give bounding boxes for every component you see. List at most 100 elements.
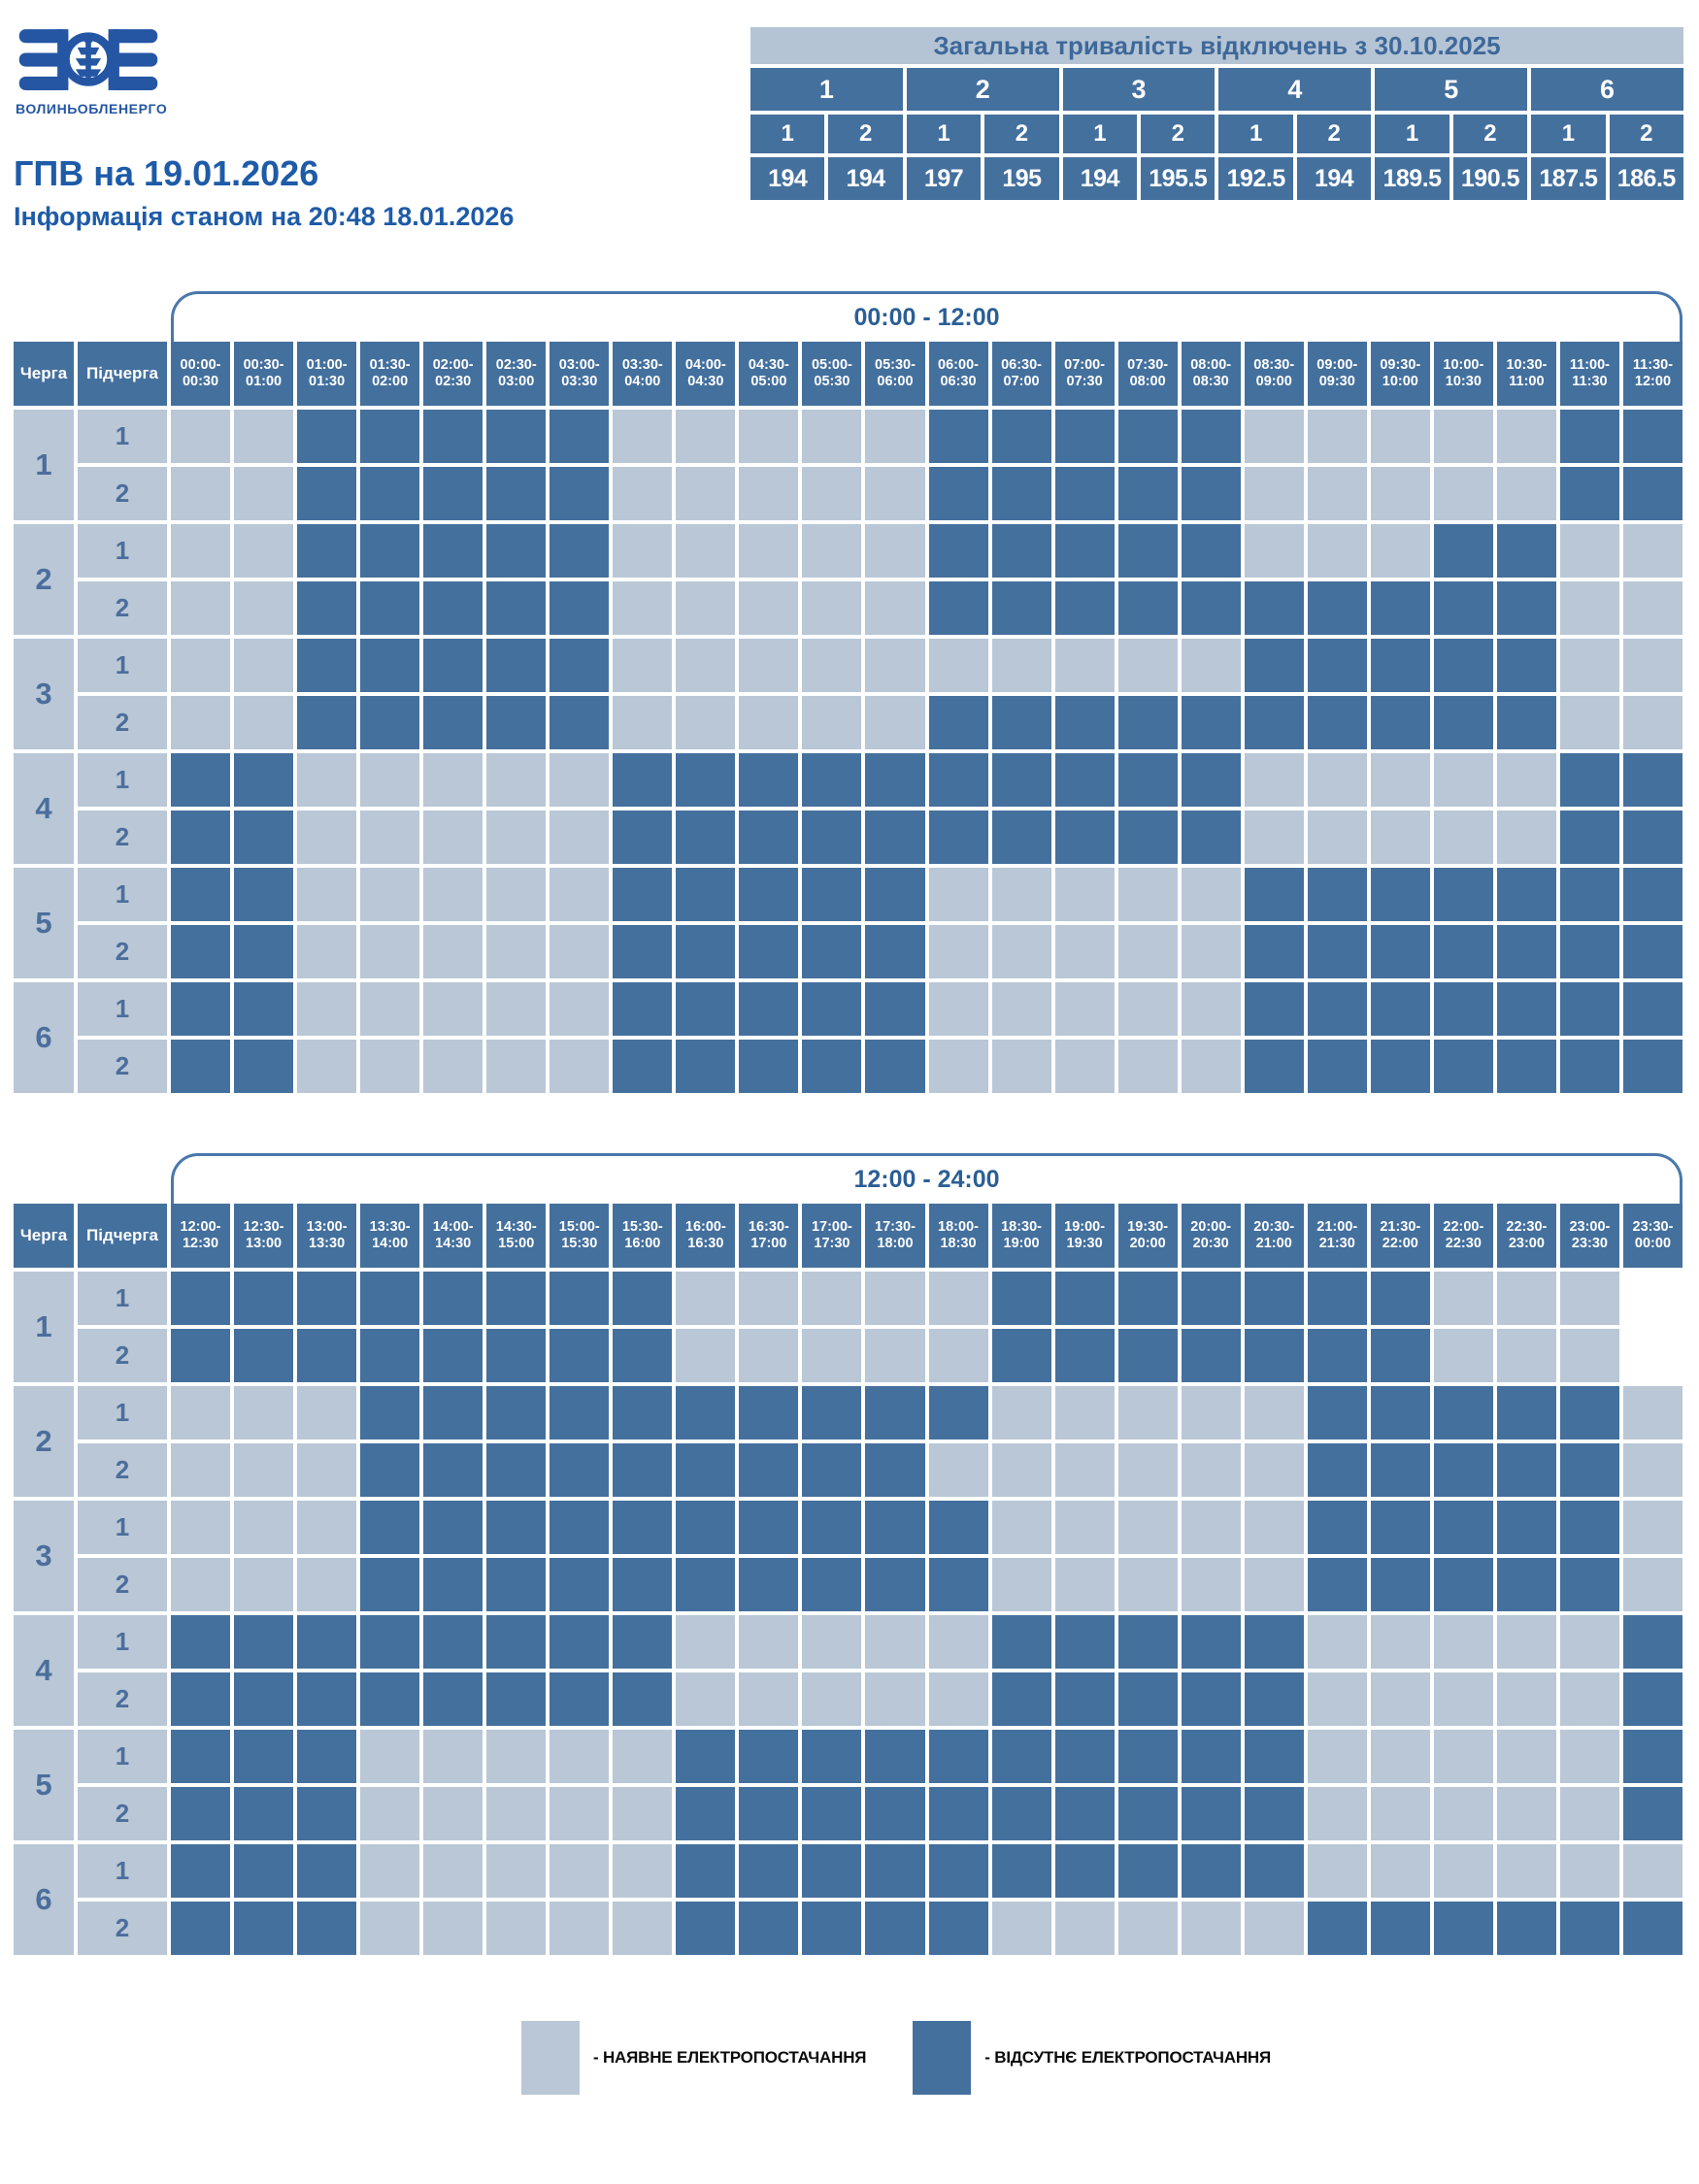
slot-cell: [865, 1730, 925, 1783]
subqueue-label: 2: [78, 581, 167, 635]
slot-cell: [486, 1386, 547, 1439]
company-logo: ВОЛИНЬОБЛЕНЕРГО: [16, 23, 239, 116]
totals-subqueue-header: 2: [1609, 115, 1683, 153]
time-column-header: 07:30- 08:00: [1117, 342, 1178, 406]
slot-cell: [486, 753, 547, 807]
slot-cell: [1433, 1329, 1493, 1382]
slot-cell: [1307, 524, 1367, 578]
slot-cell: [1307, 696, 1367, 749]
slot-cell: [423, 1672, 483, 1726]
slot-cell: [865, 1386, 925, 1439]
time-column-header: 21:00- 21:30: [1307, 1204, 1367, 1268]
slot-cell: [1559, 1615, 1619, 1669]
slot-cell: [234, 581, 294, 635]
slot-cell: [1307, 982, 1367, 1036]
slot-cell: [1117, 1329, 1178, 1382]
slot-cell: [1433, 982, 1493, 1036]
slot-cell: [991, 868, 1051, 921]
slot-cell: [297, 1501, 357, 1554]
slot-cell: [1433, 1386, 1493, 1439]
slot-cell: [1370, 811, 1430, 864]
slot-cell: [1181, 696, 1241, 749]
slot-cell: [1307, 1672, 1367, 1726]
slot-cell: [550, 1501, 610, 1554]
slot-cell: [613, 1386, 673, 1439]
slot-cell: [1559, 1787, 1619, 1840]
slot-cell: [423, 696, 483, 749]
slot-cell: [1181, 467, 1241, 520]
slot-cell: [1496, 811, 1556, 864]
queue-label: 5: [14, 868, 74, 978]
slot-cell: [1244, 1329, 1304, 1382]
slot-cell: [1054, 639, 1115, 692]
slot-cell: [1181, 982, 1241, 1036]
slot-cell: [486, 1443, 547, 1497]
slot-cell: [928, 1902, 988, 1955]
slot-cell: [1307, 1787, 1367, 1840]
slot-cell: [1370, 1501, 1430, 1554]
slot-cell: [360, 1501, 420, 1554]
slot-cell: [865, 1443, 925, 1497]
slot-cell: [550, 1787, 610, 1840]
totals-hours-value: 190.5: [1452, 157, 1528, 200]
slot-cell: [423, 982, 483, 1036]
slot-cell: [1244, 639, 1304, 692]
totals-subqueue-header: 2: [984, 115, 1059, 153]
slot-cell: [550, 410, 610, 463]
slot-cell: [1622, 1844, 1682, 1898]
slot-cell: [1559, 1386, 1619, 1439]
slot-cell: [1433, 868, 1493, 921]
slot-cell: [1433, 1040, 1493, 1093]
slot-cell: [928, 1501, 988, 1554]
totals-subqueue-header: 2: [1141, 115, 1216, 153]
slot-cell: [234, 1443, 294, 1497]
slot-cell: [423, 581, 483, 635]
slot-cell: [1054, 1672, 1115, 1726]
slot-cell: [1054, 1040, 1115, 1093]
slot-cell: [1496, 696, 1556, 749]
slot-cell: [297, 581, 357, 635]
slot-cell: [1244, 811, 1304, 864]
queue-label: 5: [14, 1730, 74, 1840]
slot-cell: [928, 1386, 988, 1439]
slot-cell: [1117, 1040, 1178, 1093]
slot-cell: [486, 1558, 547, 1611]
slot-cell: [1496, 581, 1556, 635]
totals-subqueue-header: 1: [1375, 115, 1449, 153]
time-column-header: 09:00- 09:30: [1307, 342, 1367, 406]
slot-cell: [550, 639, 610, 692]
slot-cell: [1496, 1902, 1556, 1955]
slot-cell: [1370, 982, 1430, 1036]
slot-cell: [550, 982, 610, 1036]
slot-cell: [1496, 1443, 1556, 1497]
time-column-header: 17:30- 18:00: [865, 1204, 925, 1268]
slot-cell: [1117, 811, 1178, 864]
slot-cell: [1496, 524, 1556, 578]
slot-cell: [1244, 1040, 1304, 1093]
slot-cell: [360, 1844, 420, 1898]
slot-cell: [1496, 1558, 1556, 1611]
slot-cell: [613, 410, 673, 463]
page-title: ГПВ на 19.01.2026: [14, 153, 319, 193]
queue-label: 4: [14, 753, 74, 864]
time-column-header: 23:00- 23:30: [1559, 1204, 1619, 1268]
slot-cell: [550, 1329, 610, 1382]
slot-cell: [613, 581, 673, 635]
time-column-header: 11:30- 12:00: [1622, 342, 1682, 406]
slot-cell: [171, 868, 231, 921]
slot-cell: [1559, 524, 1619, 578]
slot-cell: [739, 524, 799, 578]
totals-subqueue-header: 1: [1218, 115, 1293, 153]
slot-cell: [1054, 467, 1115, 520]
slot-cell: [1433, 1558, 1493, 1611]
slot-cell: [802, 811, 862, 864]
totals-subqueue-header: 2: [828, 115, 903, 153]
slot-cell: [171, 581, 231, 635]
slot-cell: [1622, 1040, 1682, 1093]
slot-cell: [676, 1787, 736, 1840]
slot-cell: [1307, 1501, 1367, 1554]
slot-cell: [928, 639, 988, 692]
slot-cell: [1496, 1844, 1556, 1898]
slot-cell: [1244, 410, 1304, 463]
subqueue-label: 1: [78, 1615, 167, 1669]
